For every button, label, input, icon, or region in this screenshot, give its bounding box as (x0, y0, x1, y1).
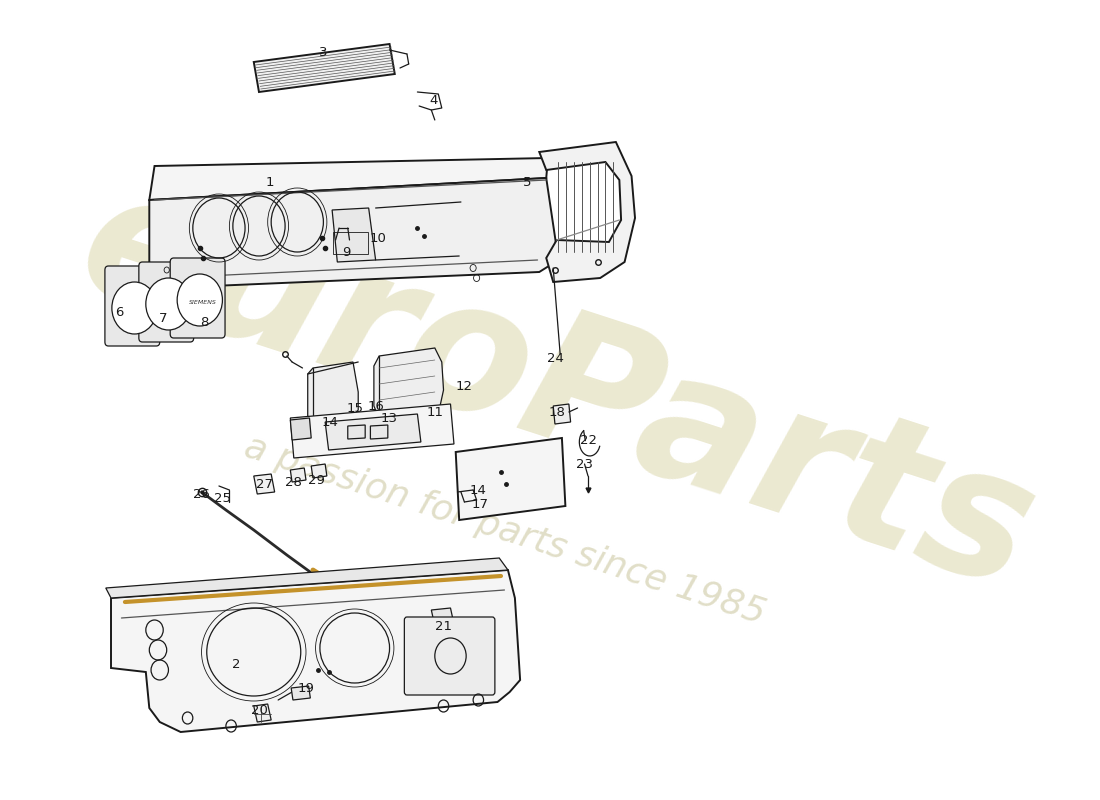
Text: 10: 10 (370, 231, 387, 245)
Text: 6: 6 (116, 306, 124, 318)
Text: 5: 5 (522, 175, 531, 189)
Polygon shape (539, 142, 635, 282)
Polygon shape (374, 348, 443, 418)
Polygon shape (254, 44, 395, 92)
Text: 26: 26 (194, 487, 210, 501)
Circle shape (112, 282, 157, 334)
Polygon shape (290, 468, 306, 482)
Text: 14: 14 (322, 415, 339, 429)
Text: 19: 19 (297, 682, 315, 694)
Polygon shape (308, 362, 359, 420)
Polygon shape (553, 404, 571, 424)
Text: 20: 20 (251, 703, 267, 717)
Text: 29: 29 (308, 474, 324, 486)
Polygon shape (332, 208, 375, 262)
Text: 2: 2 (232, 658, 241, 670)
Text: 17: 17 (472, 498, 488, 510)
Text: 25: 25 (213, 491, 231, 505)
Text: 23: 23 (576, 458, 593, 470)
Polygon shape (431, 608, 454, 626)
Text: 14: 14 (470, 483, 487, 497)
Text: 18: 18 (548, 406, 565, 418)
FancyBboxPatch shape (170, 258, 226, 338)
Text: 22: 22 (580, 434, 596, 446)
Text: 1: 1 (265, 175, 274, 189)
Polygon shape (455, 438, 565, 520)
Text: 21: 21 (434, 619, 452, 633)
Polygon shape (292, 686, 310, 700)
FancyBboxPatch shape (405, 617, 495, 695)
Polygon shape (348, 425, 365, 439)
Polygon shape (111, 570, 520, 732)
FancyBboxPatch shape (139, 262, 194, 342)
Polygon shape (290, 418, 311, 440)
Polygon shape (290, 404, 454, 458)
Text: SIEMENS: SIEMENS (189, 299, 217, 305)
Text: 9: 9 (342, 246, 350, 258)
Text: euroParts: euroParts (59, 154, 1054, 626)
Polygon shape (150, 178, 559, 288)
Circle shape (146, 278, 191, 330)
Text: 13: 13 (381, 411, 398, 425)
Polygon shape (371, 425, 388, 439)
Polygon shape (106, 558, 508, 598)
Text: 27: 27 (255, 478, 273, 490)
Circle shape (177, 274, 222, 326)
Text: 28: 28 (285, 475, 303, 489)
Text: 15: 15 (346, 402, 363, 414)
Text: 16: 16 (367, 399, 384, 413)
Text: 4: 4 (429, 94, 438, 106)
Polygon shape (254, 474, 275, 494)
Text: 8: 8 (200, 315, 208, 329)
Polygon shape (150, 158, 548, 200)
Polygon shape (254, 704, 272, 722)
Text: 24: 24 (547, 351, 563, 365)
Text: 12: 12 (455, 379, 473, 393)
FancyBboxPatch shape (104, 266, 160, 346)
Polygon shape (326, 414, 421, 450)
Polygon shape (311, 464, 327, 478)
Text: a passion for parts since 1985: a passion for parts since 1985 (240, 430, 769, 630)
Text: 7: 7 (160, 311, 167, 325)
Text: 11: 11 (427, 406, 443, 418)
Text: 3: 3 (319, 46, 328, 58)
